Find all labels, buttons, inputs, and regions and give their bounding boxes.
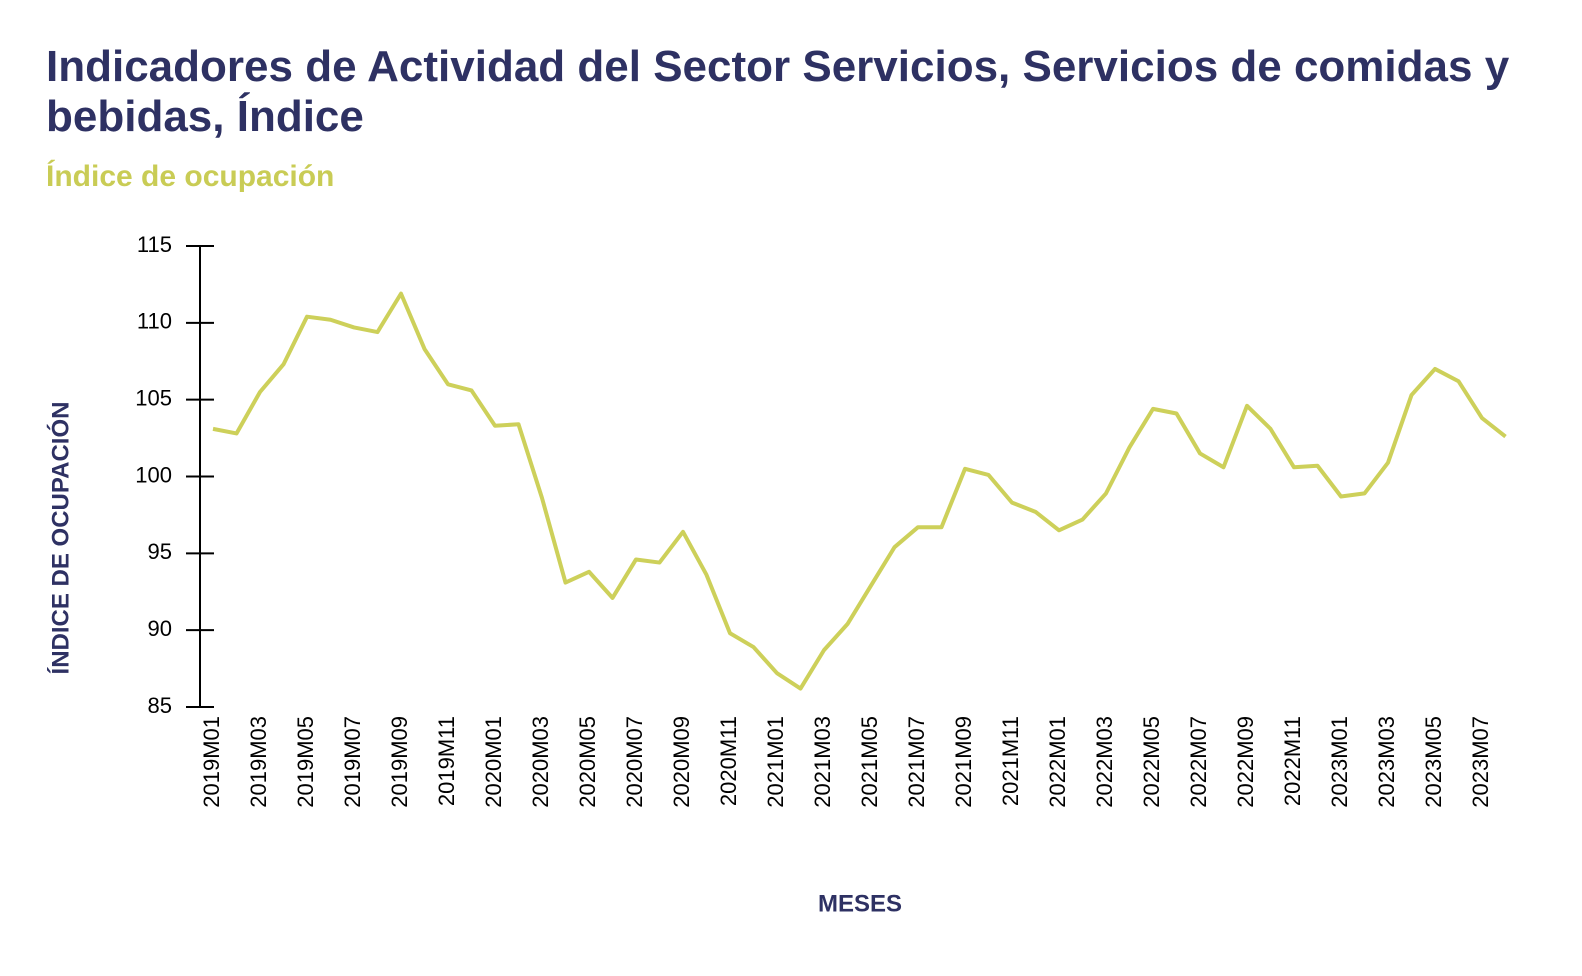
x-tick-label: 2022M05 xyxy=(1139,716,1164,808)
x-tick-label: 2022M07 xyxy=(1186,716,1211,808)
x-tick-label: 2022M09 xyxy=(1233,716,1258,808)
x-tick-label: 2023M03 xyxy=(1374,716,1399,808)
x-tick-label: 2019M11 xyxy=(434,716,459,806)
y-tick-label: 105 xyxy=(135,385,172,410)
x-axis-title: MESES xyxy=(818,890,902,917)
chart-title: Indicadores de Actividad del Sector Serv… xyxy=(46,42,1510,141)
x-tick-label: 2019M01 xyxy=(199,716,224,808)
x-tick-label: 2021M05 xyxy=(857,716,882,808)
data-line xyxy=(212,291,1507,691)
y-tick-label: 100 xyxy=(135,462,172,487)
x-tick-label: 2020M09 xyxy=(669,716,694,808)
x-tick-label: 2021M07 xyxy=(904,716,929,808)
x-tick-label: 2020M01 xyxy=(481,716,506,808)
x-tick-label: 2019M05 xyxy=(293,716,318,808)
x-tick-label: 2022M11 xyxy=(1280,716,1305,806)
x-tick-label: 2020M03 xyxy=(528,716,553,808)
x-tick-label: 2019M03 xyxy=(246,716,271,808)
y-axis-title: ÍNDICE DE OCUPACIÓN xyxy=(46,402,74,675)
y-tick-label: 85 xyxy=(148,693,172,718)
y-tick-label: 110 xyxy=(137,309,172,334)
x-tick-label: 2021M01 xyxy=(763,716,788,808)
x-tick-label: 2020M05 xyxy=(575,716,600,808)
y-tick-label: 90 xyxy=(148,616,172,641)
x-tick-label: 2020M07 xyxy=(622,716,647,808)
x-tick-label: 2020M11 xyxy=(716,716,741,806)
x-tick-label: 2022M01 xyxy=(1045,716,1070,808)
x-tick-label: 2021M11 xyxy=(998,716,1023,806)
x-tick-label: 2023M05 xyxy=(1421,716,1446,808)
x-tick-label: 2019M09 xyxy=(387,716,412,808)
y-tick-label: 95 xyxy=(148,539,172,564)
x-tick-label: 2021M03 xyxy=(810,716,835,808)
chart-subtitle: Índice de ocupación xyxy=(46,160,335,193)
x-tick-label: 2023M07 xyxy=(1468,716,1493,808)
x-tick-label: 2022M03 xyxy=(1092,716,1117,808)
x-tick-label: 2021M09 xyxy=(951,716,976,808)
y-tick-label: 115 xyxy=(137,232,172,257)
x-tick-label: 2023M01 xyxy=(1327,716,1352,808)
x-tick-label: 2019M07 xyxy=(340,716,365,808)
